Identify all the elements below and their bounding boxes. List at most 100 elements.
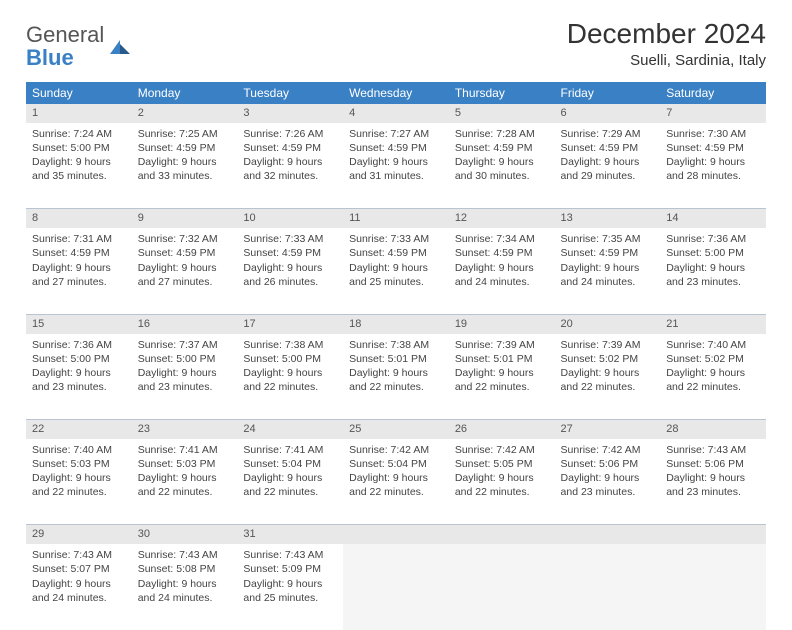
day-cell: Sunrise: 7:28 AMSunset: 4:59 PMDaylight:… [449,123,555,209]
day-cell: Sunrise: 7:34 AMSunset: 4:59 PMDaylight:… [449,228,555,314]
day-cell [449,544,555,630]
header: General Blue December 2024 Suelli, Sardi… [26,18,766,70]
day-details: Sunrise: 7:38 AMSunset: 5:01 PMDaylight:… [343,334,449,401]
day-details: Sunrise: 7:24 AMSunset: 5:00 PMDaylight:… [26,123,132,190]
day-details: Sunrise: 7:25 AMSunset: 4:59 PMDaylight:… [132,123,238,190]
day-body-row: Sunrise: 7:31 AMSunset: 4:59 PMDaylight:… [26,228,766,314]
day-number-row: 891011121314 [26,209,766,228]
day-cell: Sunrise: 7:27 AMSunset: 4:59 PMDaylight:… [343,123,449,209]
day-cell: Sunrise: 7:40 AMSunset: 5:02 PMDaylight:… [660,334,766,420]
day-details: Sunrise: 7:43 AMSunset: 5:09 PMDaylight:… [237,544,343,611]
month-title: December 2024 [567,18,766,50]
day-cell: Sunrise: 7:26 AMSunset: 4:59 PMDaylight:… [237,123,343,209]
day-cell: Sunrise: 7:35 AMSunset: 4:59 PMDaylight:… [555,228,661,314]
day-cell: Sunrise: 7:42 AMSunset: 5:04 PMDaylight:… [343,439,449,525]
day-number: 5 [449,104,555,123]
day-number: 7 [660,104,766,123]
day-number: 11 [343,209,449,228]
day-cell [555,544,661,630]
day-number: 2 [132,104,238,123]
logo-general: General [26,22,104,47]
day-cell: Sunrise: 7:43 AMSunset: 5:07 PMDaylight:… [26,544,132,630]
day-number [660,525,766,544]
day-details: Sunrise: 7:29 AMSunset: 4:59 PMDaylight:… [555,123,661,190]
day-number: 31 [237,525,343,544]
day-number: 4 [343,104,449,123]
day-cell: Sunrise: 7:43 AMSunset: 5:09 PMDaylight:… [237,544,343,630]
day-body-row: Sunrise: 7:36 AMSunset: 5:00 PMDaylight:… [26,334,766,420]
day-cell: Sunrise: 7:29 AMSunset: 4:59 PMDaylight:… [555,123,661,209]
day-number: 16 [132,314,238,333]
day-body-row: Sunrise: 7:24 AMSunset: 5:00 PMDaylight:… [26,123,766,209]
day-number: 13 [555,209,661,228]
weekday-header-row: Sunday Monday Tuesday Wednesday Thursday… [26,82,766,104]
logo-text: General Blue [26,24,104,70]
day-number-row: 1234567 [26,104,766,123]
day-cell: Sunrise: 7:41 AMSunset: 5:03 PMDaylight:… [132,439,238,525]
day-cell: Sunrise: 7:39 AMSunset: 5:02 PMDaylight:… [555,334,661,420]
day-details: Sunrise: 7:42 AMSunset: 5:04 PMDaylight:… [343,439,449,506]
day-details: Sunrise: 7:42 AMSunset: 5:05 PMDaylight:… [449,439,555,506]
day-details: Sunrise: 7:30 AMSunset: 4:59 PMDaylight:… [660,123,766,190]
logo-icon [108,38,132,56]
title-block: December 2024 Suelli, Sardinia, Italy [567,18,766,69]
day-cell: Sunrise: 7:36 AMSunset: 5:00 PMDaylight:… [660,228,766,314]
day-details: Sunrise: 7:43 AMSunset: 5:07 PMDaylight:… [26,544,132,611]
day-cell [343,544,449,630]
day-cell: Sunrise: 7:38 AMSunset: 5:00 PMDaylight:… [237,334,343,420]
day-number: 24 [237,420,343,439]
day-number: 29 [26,525,132,544]
day-details: Sunrise: 7:43 AMSunset: 5:06 PMDaylight:… [660,439,766,506]
day-details: Sunrise: 7:40 AMSunset: 5:03 PMDaylight:… [26,439,132,506]
day-number: 15 [26,314,132,333]
weekday-header: Thursday [449,82,555,104]
day-number: 28 [660,420,766,439]
day-number: 6 [555,104,661,123]
day-details: Sunrise: 7:37 AMSunset: 5:00 PMDaylight:… [132,334,238,401]
day-details: Sunrise: 7:41 AMSunset: 5:04 PMDaylight:… [237,439,343,506]
day-number: 9 [132,209,238,228]
day-cell: Sunrise: 7:32 AMSunset: 4:59 PMDaylight:… [132,228,238,314]
day-number: 1 [26,104,132,123]
day-details: Sunrise: 7:27 AMSunset: 4:59 PMDaylight:… [343,123,449,190]
day-number: 12 [449,209,555,228]
day-details: Sunrise: 7:43 AMSunset: 5:08 PMDaylight:… [132,544,238,611]
day-number [555,525,661,544]
day-details: Sunrise: 7:35 AMSunset: 4:59 PMDaylight:… [555,228,661,295]
day-number: 23 [132,420,238,439]
day-details: Sunrise: 7:40 AMSunset: 5:02 PMDaylight:… [660,334,766,401]
day-details: Sunrise: 7:32 AMSunset: 4:59 PMDaylight:… [132,228,238,295]
day-cell: Sunrise: 7:43 AMSunset: 5:08 PMDaylight:… [132,544,238,630]
day-cell: Sunrise: 7:39 AMSunset: 5:01 PMDaylight:… [449,334,555,420]
day-number [343,525,449,544]
day-number: 26 [449,420,555,439]
day-details: Sunrise: 7:39 AMSunset: 5:01 PMDaylight:… [449,334,555,401]
day-cell: Sunrise: 7:37 AMSunset: 5:00 PMDaylight:… [132,334,238,420]
weekday-header: Monday [132,82,238,104]
day-details: Sunrise: 7:36 AMSunset: 5:00 PMDaylight:… [26,334,132,401]
day-number: 25 [343,420,449,439]
day-details: Sunrise: 7:41 AMSunset: 5:03 PMDaylight:… [132,439,238,506]
day-number: 20 [555,314,661,333]
day-number: 27 [555,420,661,439]
day-number: 21 [660,314,766,333]
logo: General Blue [26,18,132,70]
day-cell: Sunrise: 7:36 AMSunset: 5:00 PMDaylight:… [26,334,132,420]
day-number: 10 [237,209,343,228]
day-cell: Sunrise: 7:31 AMSunset: 4:59 PMDaylight:… [26,228,132,314]
day-number: 14 [660,209,766,228]
location: Suelli, Sardinia, Italy [567,52,766,69]
weekday-header: Friday [555,82,661,104]
weekday-header: Tuesday [237,82,343,104]
day-details: Sunrise: 7:38 AMSunset: 5:00 PMDaylight:… [237,334,343,401]
weekday-header: Saturday [660,82,766,104]
day-number: 3 [237,104,343,123]
day-number: 18 [343,314,449,333]
day-number: 8 [26,209,132,228]
day-body-row: Sunrise: 7:40 AMSunset: 5:03 PMDaylight:… [26,439,766,525]
day-body-row: Sunrise: 7:43 AMSunset: 5:07 PMDaylight:… [26,544,766,630]
logo-blue: Blue [26,45,74,70]
day-number: 19 [449,314,555,333]
calendar: Sunday Monday Tuesday Wednesday Thursday… [26,82,766,630]
day-cell: Sunrise: 7:30 AMSunset: 4:59 PMDaylight:… [660,123,766,209]
